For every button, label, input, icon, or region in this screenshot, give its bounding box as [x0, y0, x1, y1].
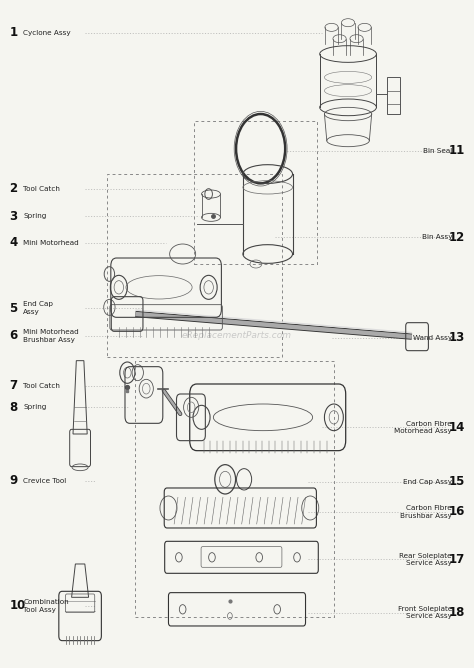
Text: 1: 1: [9, 26, 18, 39]
Text: 14: 14: [448, 421, 465, 434]
Text: End Cap Assy: End Cap Assy: [403, 479, 452, 485]
Text: Tool Catch: Tool Catch: [23, 383, 60, 389]
Text: 8: 8: [9, 401, 18, 414]
Text: 16: 16: [448, 506, 465, 518]
Text: 11: 11: [448, 144, 465, 157]
Text: 3: 3: [9, 210, 18, 222]
Text: End Cap
Assy: End Cap Assy: [23, 301, 54, 315]
Text: Combination
Tool Assy: Combination Tool Assy: [23, 599, 69, 613]
Text: Mini Motorhead: Mini Motorhead: [23, 240, 79, 246]
Text: 17: 17: [448, 553, 465, 566]
Bar: [136, 361, 334, 617]
Text: Wand Assy: Wand Assy: [413, 335, 452, 341]
Text: Tool Catch: Tool Catch: [23, 186, 60, 192]
Text: 15: 15: [448, 476, 465, 488]
Text: Cyclone Assy: Cyclone Assy: [23, 29, 71, 35]
Text: 6: 6: [9, 329, 18, 343]
Text: 2: 2: [9, 182, 18, 195]
Text: eReplacementParts.com: eReplacementParts.com: [182, 331, 292, 341]
Text: Spring: Spring: [23, 213, 47, 219]
Text: Carbon Fibre
Motorhead Assy: Carbon Fibre Motorhead Assy: [394, 421, 452, 434]
Text: 12: 12: [448, 231, 465, 244]
Text: 4: 4: [9, 236, 18, 249]
Text: Spring: Spring: [23, 404, 47, 410]
Bar: [107, 174, 282, 357]
Text: Mini Motorhead
Brushbar Assy: Mini Motorhead Brushbar Assy: [23, 329, 79, 343]
Text: 10: 10: [9, 599, 26, 613]
Text: Crevice Tool: Crevice Tool: [23, 478, 67, 484]
Text: 13: 13: [448, 331, 465, 345]
Text: 5: 5: [9, 301, 18, 315]
Text: 7: 7: [9, 379, 18, 393]
Text: Bin Seal: Bin Seal: [423, 148, 452, 154]
Bar: [194, 121, 318, 264]
Bar: [387, 77, 400, 114]
Text: Rear Soleplate
Service Assy: Rear Soleplate Service Assy: [400, 552, 452, 566]
Text: 18: 18: [448, 606, 465, 619]
Text: Bin Assy: Bin Assy: [421, 234, 452, 240]
Text: Carbon Fibre
Brushbar Assy: Carbon Fibre Brushbar Assy: [400, 506, 452, 518]
Text: Front Soleplate
Service Assy: Front Soleplate Service Assy: [398, 606, 452, 619]
Text: 9: 9: [9, 474, 18, 487]
